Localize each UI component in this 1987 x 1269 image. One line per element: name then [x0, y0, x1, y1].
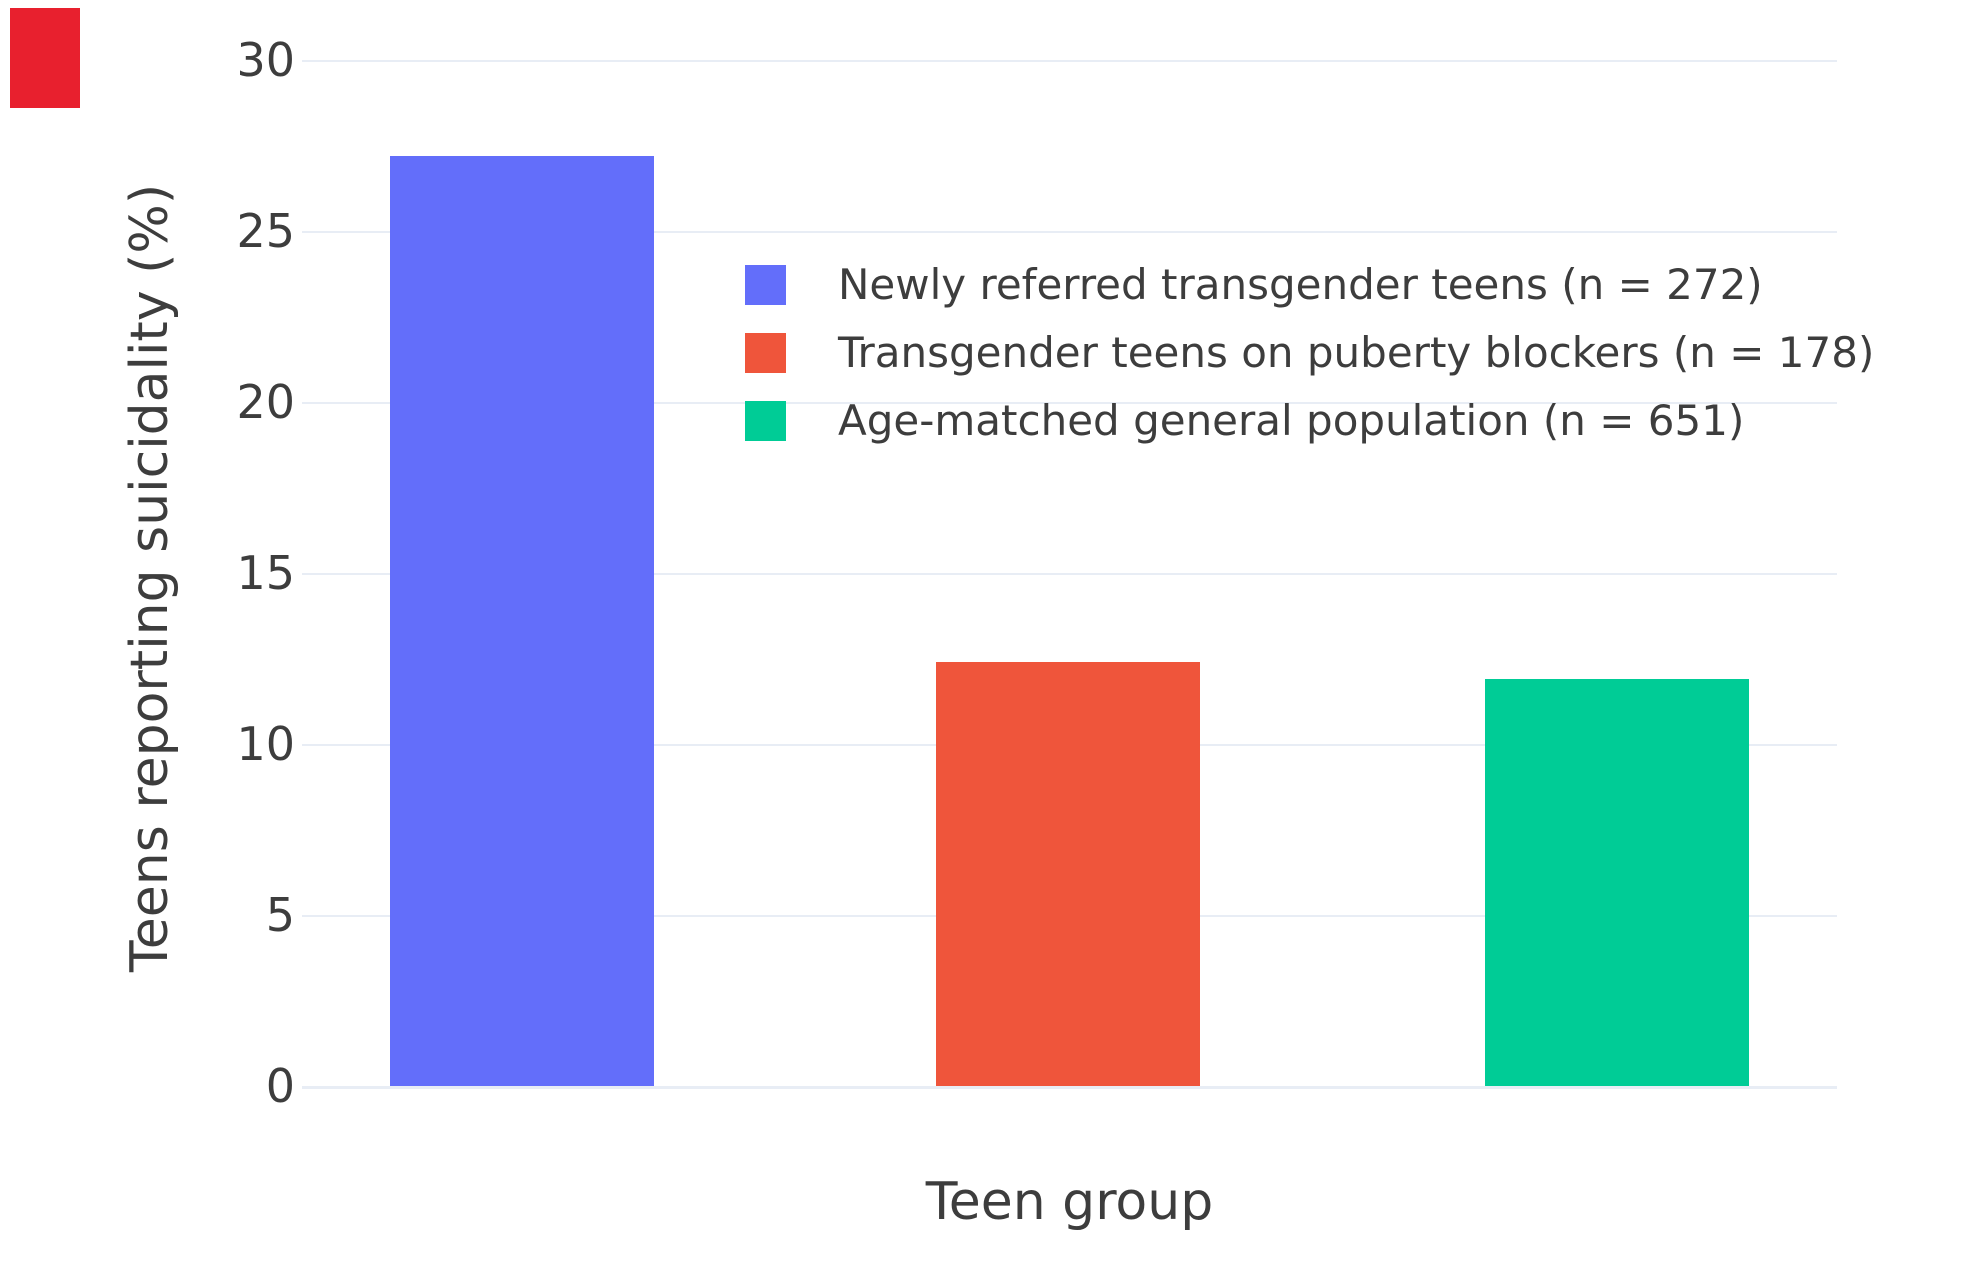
bar-3[interactable]: [1485, 679, 1749, 1086]
red-corner-marker: [10, 8, 80, 108]
gridline: [302, 402, 1837, 404]
legend-item-1[interactable]: Newly referred transgender teens (n = 27…: [745, 263, 1874, 307]
bar-2[interactable]: [936, 661, 1200, 1086]
y-tick-label: 20: [236, 375, 295, 429]
legend-swatch: [745, 333, 786, 373]
gridline: [302, 231, 1837, 233]
zero-gridline: [302, 1086, 1837, 1089]
legend: Newly referred transgender teens (n = 27…: [745, 263, 1874, 467]
legend-item-3[interactable]: Age-matched general population (n = 651): [745, 399, 1874, 443]
legend-label: Transgender teens on puberty blockers (n…: [838, 328, 1875, 377]
legend-label: Age-matched general population (n = 651): [838, 396, 1745, 445]
bar-1[interactable]: [389, 155, 654, 1086]
y-tick-label: 30: [236, 33, 295, 87]
gridline: [302, 573, 1837, 575]
legend-item-2[interactable]: Transgender teens on puberty blockers (n…: [745, 331, 1874, 375]
y-tick-label: 25: [236, 204, 295, 258]
gridline: [302, 60, 1837, 62]
legend-swatch: [745, 265, 786, 305]
y-tick-label: 10: [236, 717, 295, 771]
plot-area: [302, 60, 1837, 1089]
legend-label: Newly referred transgender teens (n = 27…: [838, 260, 1763, 309]
y-tick-label: 5: [265, 888, 295, 942]
legend-swatch: [745, 401, 786, 441]
y-tick-label: 15: [236, 546, 295, 600]
y-tick-label: 0: [265, 1059, 295, 1113]
x-axis-title: Teen group: [925, 1172, 1214, 1232]
